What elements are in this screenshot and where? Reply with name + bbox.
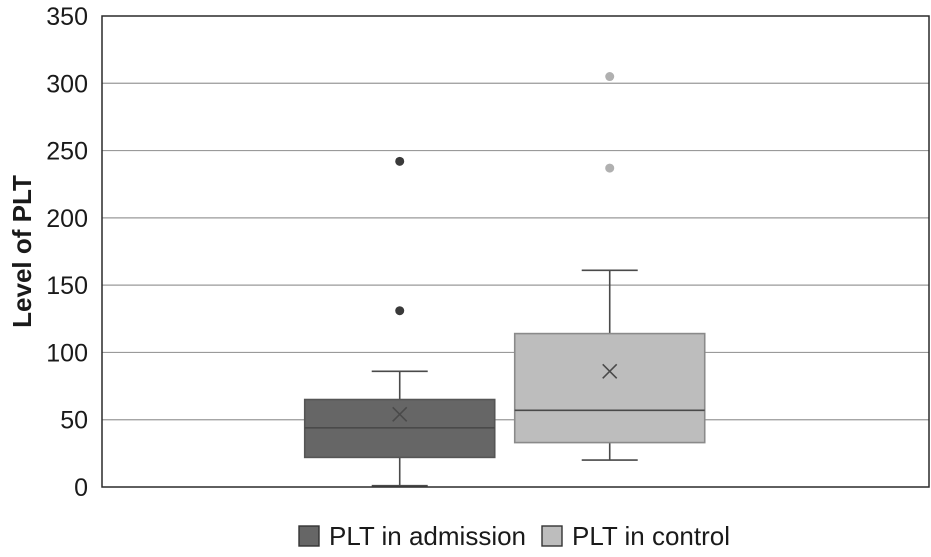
y-tick-label-50: 50 <box>60 407 88 435</box>
legend-swatch-1 <box>298 525 320 547</box>
y-axis-tick-labels: 0 50 100 150 200 250 300 350 <box>46 3 88 502</box>
box-series-layer <box>303 72 706 487</box>
y-tick-label-100: 100 <box>46 339 88 367</box>
y-tick-label-200: 200 <box>46 205 88 233</box>
grid-lines <box>102 82 929 421</box>
outlier-point-2 <box>395 156 405 166</box>
mean-marker-b <box>392 406 408 422</box>
outlier-point-1 <box>395 306 405 316</box>
box-series-2 <box>513 72 706 461</box>
y-axis-title: Level of PLT <box>7 175 37 328</box>
legend-label-1: PLT in admission <box>329 521 526 551</box>
plot-area-frame <box>101 15 930 488</box>
legend-swatch-2 <box>541 525 563 547</box>
outlier-point-1 <box>605 163 615 173</box>
y-tick-label-250: 250 <box>46 138 88 166</box>
y-tick-label-300: 300 <box>46 70 88 98</box>
iqr-box <box>513 332 706 444</box>
outlier-point-2 <box>605 72 615 82</box>
box-series-1 <box>303 156 496 487</box>
y-tick-label-150: 150 <box>46 272 88 300</box>
legend-label-2: PLT in control <box>572 521 730 551</box>
y-tick-label-0: 0 <box>74 474 88 502</box>
y-tick-label-350: 350 <box>46 3 88 31</box>
mean-marker-b <box>602 363 618 379</box>
legend: PLT in admission PLT in control <box>298 521 730 551</box>
